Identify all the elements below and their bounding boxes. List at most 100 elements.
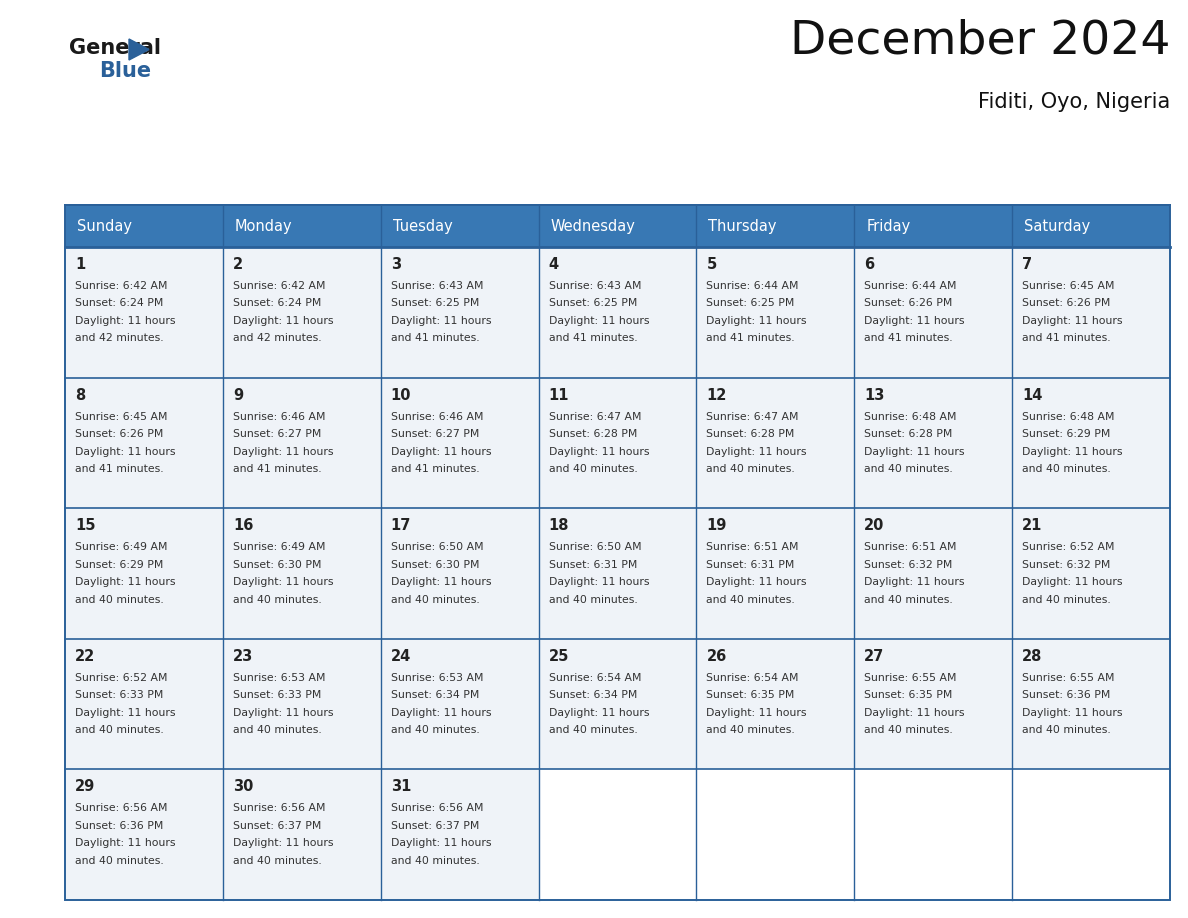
Bar (380, 639, 538, 769)
Text: and 40 minutes.: and 40 minutes. (707, 725, 795, 735)
Text: December 2024: December 2024 (790, 18, 1170, 63)
Text: 13: 13 (865, 387, 885, 403)
Text: 24: 24 (391, 649, 411, 664)
Text: and 40 minutes.: and 40 minutes. (707, 595, 795, 605)
Text: Sunrise: 6:44 AM: Sunrise: 6:44 AM (865, 281, 956, 291)
Text: Sunset: 6:24 PM: Sunset: 6:24 PM (75, 298, 164, 308)
Text: and 40 minutes.: and 40 minutes. (233, 856, 322, 866)
Bar (380, 769, 538, 900)
Text: 11: 11 (549, 387, 569, 403)
Text: General: General (69, 38, 162, 58)
Text: Daylight: 11 hours: Daylight: 11 hours (707, 708, 807, 718)
Text: Sunrise: 6:52 AM: Sunrise: 6:52 AM (75, 673, 168, 683)
Text: Sunrise: 6:55 AM: Sunrise: 6:55 AM (1022, 673, 1114, 683)
Bar (380, 377, 538, 509)
Bar (223, 639, 380, 769)
Text: 6: 6 (865, 257, 874, 272)
Text: Daylight: 11 hours: Daylight: 11 hours (1022, 446, 1123, 456)
Bar (380, 509, 538, 639)
Text: Sunset: 6:37 PM: Sunset: 6:37 PM (391, 821, 479, 831)
Text: 21: 21 (1022, 518, 1043, 533)
Text: Sunset: 6:31 PM: Sunset: 6:31 PM (549, 560, 637, 570)
Text: and 40 minutes.: and 40 minutes. (233, 595, 322, 605)
Text: Sunrise: 6:42 AM: Sunrise: 6:42 AM (75, 281, 168, 291)
Text: Daylight: 11 hours: Daylight: 11 hours (233, 446, 334, 456)
Text: Sunrise: 6:54 AM: Sunrise: 6:54 AM (707, 673, 798, 683)
Text: and 40 minutes.: and 40 minutes. (549, 465, 637, 474)
Bar (380, 205, 538, 247)
Text: Sunrise: 6:51 AM: Sunrise: 6:51 AM (865, 543, 956, 553)
Text: Sunrise: 6:47 AM: Sunrise: 6:47 AM (707, 411, 798, 421)
Text: Friday: Friday (866, 218, 910, 233)
Text: 18: 18 (549, 518, 569, 533)
Text: Sunset: 6:33 PM: Sunset: 6:33 PM (233, 690, 321, 700)
Text: Daylight: 11 hours: Daylight: 11 hours (707, 316, 807, 326)
Text: Saturday: Saturday (1024, 218, 1091, 233)
Bar (65, 509, 223, 639)
Text: Sunrise: 6:46 AM: Sunrise: 6:46 AM (233, 411, 326, 421)
Text: and 40 minutes.: and 40 minutes. (707, 465, 795, 474)
Text: Sunrise: 6:45 AM: Sunrise: 6:45 AM (1022, 281, 1114, 291)
Text: and 40 minutes.: and 40 minutes. (391, 595, 480, 605)
Text: 17: 17 (391, 518, 411, 533)
Text: Daylight: 11 hours: Daylight: 11 hours (75, 316, 176, 326)
Text: Sunrise: 6:56 AM: Sunrise: 6:56 AM (233, 803, 326, 813)
Text: 10: 10 (391, 387, 411, 403)
Text: Sunset: 6:24 PM: Sunset: 6:24 PM (233, 298, 321, 308)
Text: Daylight: 11 hours: Daylight: 11 hours (1022, 577, 1123, 588)
Text: 8: 8 (75, 387, 86, 403)
Text: and 40 minutes.: and 40 minutes. (75, 856, 164, 866)
Text: Sunset: 6:37 PM: Sunset: 6:37 PM (233, 821, 321, 831)
Text: Daylight: 11 hours: Daylight: 11 hours (549, 316, 649, 326)
Text: Sunset: 6:30 PM: Sunset: 6:30 PM (391, 560, 479, 570)
Bar (538, 509, 696, 639)
Text: Sunrise: 6:48 AM: Sunrise: 6:48 AM (1022, 411, 1114, 421)
Text: and 41 minutes.: and 41 minutes. (233, 465, 322, 474)
Text: Monday: Monday (235, 218, 292, 233)
Text: and 41 minutes.: and 41 minutes. (549, 333, 637, 343)
Text: Sunrise: 6:49 AM: Sunrise: 6:49 AM (233, 543, 326, 553)
Bar (1012, 639, 1170, 769)
Text: and 40 minutes.: and 40 minutes. (865, 595, 953, 605)
Text: Sunset: 6:28 PM: Sunset: 6:28 PM (865, 429, 953, 439)
Text: 5: 5 (707, 257, 716, 272)
Text: and 40 minutes.: and 40 minutes. (549, 725, 637, 735)
Text: Sunrise: 6:46 AM: Sunrise: 6:46 AM (391, 411, 484, 421)
Text: Sunset: 6:35 PM: Sunset: 6:35 PM (865, 690, 953, 700)
Bar (1012, 247, 1170, 377)
Text: Sunset: 6:31 PM: Sunset: 6:31 PM (707, 560, 795, 570)
Text: Sunrise: 6:47 AM: Sunrise: 6:47 AM (549, 411, 642, 421)
Text: Sunrise: 6:50 AM: Sunrise: 6:50 AM (549, 543, 642, 553)
Text: 1: 1 (75, 257, 86, 272)
Bar (1012, 377, 1170, 509)
Text: Thursday: Thursday (708, 218, 777, 233)
Bar (65, 205, 1170, 900)
Text: Sunset: 6:36 PM: Sunset: 6:36 PM (1022, 690, 1111, 700)
Bar (65, 247, 223, 377)
Text: Daylight: 11 hours: Daylight: 11 hours (391, 577, 491, 588)
Text: Daylight: 11 hours: Daylight: 11 hours (391, 708, 491, 718)
Text: Sunrise: 6:44 AM: Sunrise: 6:44 AM (707, 281, 798, 291)
Text: 29: 29 (75, 779, 95, 794)
Bar (380, 247, 538, 377)
Text: Sunset: 6:25 PM: Sunset: 6:25 PM (549, 298, 637, 308)
Text: 12: 12 (707, 387, 727, 403)
Text: Sunrise: 6:45 AM: Sunrise: 6:45 AM (75, 411, 168, 421)
Text: Sunset: 6:33 PM: Sunset: 6:33 PM (75, 690, 164, 700)
Text: Sunset: 6:30 PM: Sunset: 6:30 PM (233, 560, 322, 570)
Text: Daylight: 11 hours: Daylight: 11 hours (549, 577, 649, 588)
Text: Sunset: 6:25 PM: Sunset: 6:25 PM (707, 298, 795, 308)
Bar (696, 205, 854, 247)
Text: Daylight: 11 hours: Daylight: 11 hours (865, 708, 965, 718)
Text: Sunset: 6:27 PM: Sunset: 6:27 PM (391, 429, 479, 439)
Text: and 41 minutes.: and 41 minutes. (707, 333, 795, 343)
Text: Sunrise: 6:53 AM: Sunrise: 6:53 AM (233, 673, 326, 683)
Text: Daylight: 11 hours: Daylight: 11 hours (233, 708, 334, 718)
Text: 23: 23 (233, 649, 253, 664)
Bar (223, 509, 380, 639)
Text: 4: 4 (549, 257, 558, 272)
Bar (538, 377, 696, 509)
Text: and 40 minutes.: and 40 minutes. (1022, 725, 1111, 735)
Bar (65, 769, 223, 900)
Bar (1012, 205, 1170, 247)
